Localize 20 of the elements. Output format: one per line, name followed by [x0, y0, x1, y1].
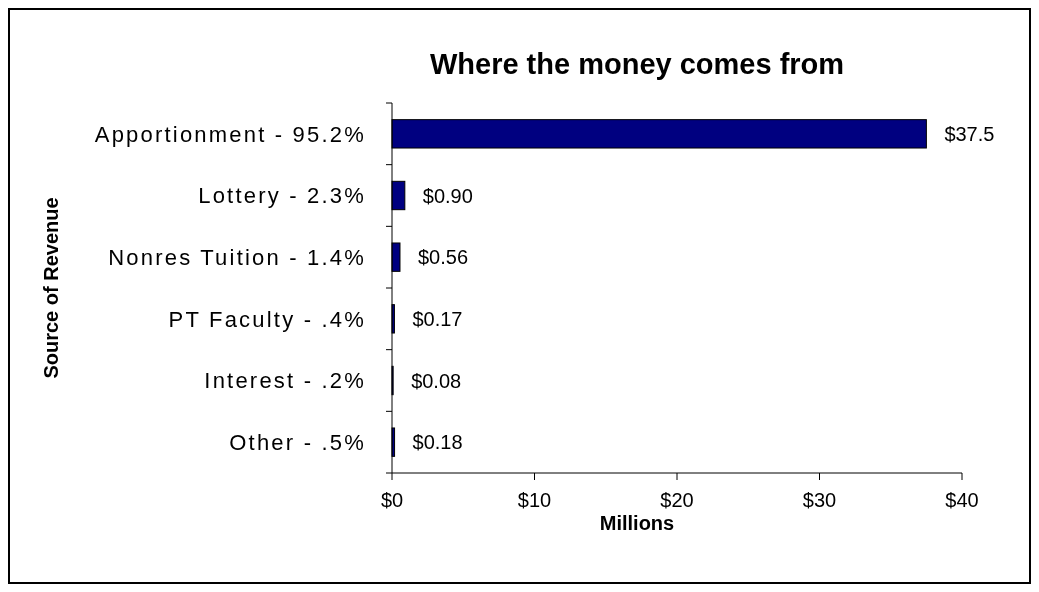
chart-title: Where the money comes from: [429, 48, 845, 80]
x-axis-title: Millions: [599, 512, 675, 534]
y-tick-label: Apportionment - 95.2%: [94, 121, 366, 147]
data-label: $0.17: [412, 307, 463, 330]
y-tick-label: Lottery - 2.3%: [198, 183, 366, 209]
y-tick-label: Other - .5%: [229, 429, 366, 455]
x-tick-label: $10: [517, 489, 552, 511]
data-label: $0.18: [412, 431, 463, 454]
y-tick-label: PT Faculty - .4%: [168, 306, 366, 332]
x-tick-label: $40: [945, 489, 979, 511]
data-label: $0.08: [411, 369, 462, 392]
data-label: $0.56: [417, 246, 469, 269]
x-tick-label: $20: [660, 489, 694, 511]
y-tick-label: Interest - .2%: [204, 368, 366, 394]
x-tick-label: $30: [802, 489, 837, 511]
y-axis-title: Source of Revenue: [40, 197, 62, 379]
data-label: $37.5: [944, 122, 995, 145]
data-label: $0.90: [422, 184, 473, 207]
x-tick-label: $0: [380, 489, 404, 511]
y-tick-label: Nonres Tuition - 1.4%: [108, 244, 366, 270]
